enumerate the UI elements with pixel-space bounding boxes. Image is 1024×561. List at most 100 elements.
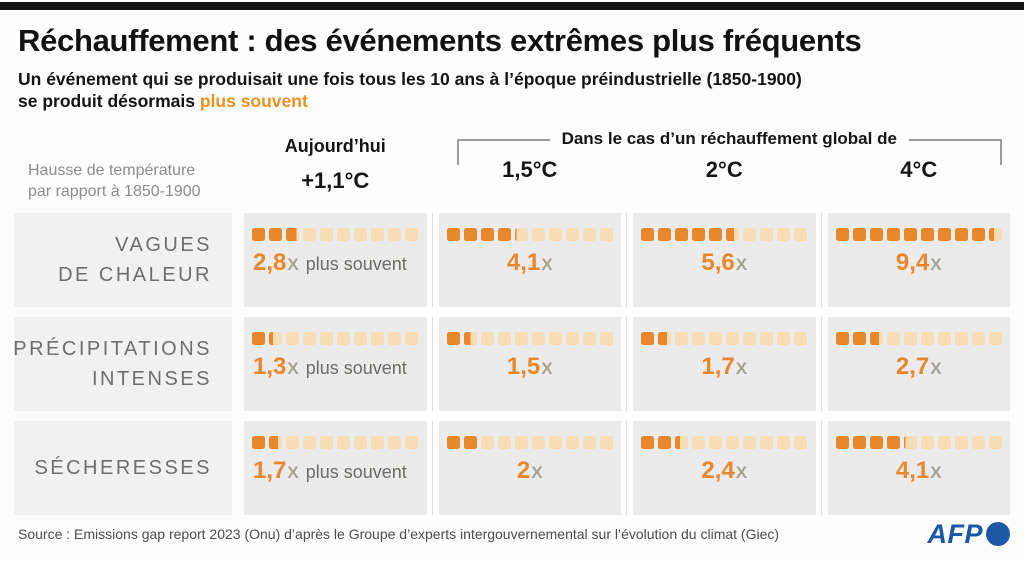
frequency-square [641, 436, 655, 449]
frequency-square [658, 332, 672, 345]
frequency-square [565, 228, 579, 241]
frequency-square [988, 436, 1002, 449]
frequency-square [405, 228, 419, 241]
cell-droughts-today: 1,7X plus souvent [244, 421, 427, 515]
cell-precipitation-2c: 1,7X [626, 317, 816, 411]
frequency-square [869, 332, 883, 345]
frequency-square [480, 436, 494, 449]
frequency-square [726, 228, 740, 241]
frequency-square [582, 332, 596, 345]
frequency-square [565, 436, 579, 449]
page-subtitle: Un événement qui se produisait une fois … [18, 68, 1006, 112]
frequency-square [692, 436, 706, 449]
scenario-temperatures: 1,5°C 2°C 4°C [439, 157, 1011, 183]
frequency-square [971, 436, 985, 449]
frequency-squares [252, 332, 419, 345]
frequency-square [320, 332, 334, 345]
today-temperature: +1,1°C [301, 168, 370, 193]
row-label-droughts: SÉCHERESSES [14, 421, 232, 515]
frequency-square [954, 332, 968, 345]
frequency-square [886, 332, 900, 345]
subtitle-line2-prefix: se produit désormais [18, 91, 200, 111]
scenario-temp-2: 2°C [705, 157, 743, 182]
frequency-square [252, 332, 266, 345]
frequency-square [777, 332, 791, 345]
cell-droughts-1-5c: 2X [431, 421, 621, 515]
frequency-square [709, 332, 723, 345]
frequency-table: VAGUES DE CHALEUR 2,8X plus souvent 4,1X … [0, 213, 1024, 515]
frequency-square [371, 228, 385, 241]
frequency-value: 1,3X plus souvent [253, 353, 407, 380]
frequency-square [658, 436, 672, 449]
frequency-square [599, 332, 613, 345]
frequency-square [988, 332, 1002, 345]
footer: Source : Emissions gap report 2023 (Onu)… [0, 513, 1024, 561]
frequency-square [446, 228, 460, 241]
frequency-squares [252, 436, 419, 449]
frequency-square [303, 228, 317, 241]
frequency-square [852, 332, 866, 345]
frequency-square [760, 332, 774, 345]
frequency-square [920, 436, 934, 449]
frequency-square [582, 436, 596, 449]
frequency-value: 9,4X [895, 249, 942, 276]
frequency-square [405, 436, 419, 449]
afp-logo-globe-icon [986, 522, 1010, 546]
source-text: Source : Emissions gap report 2023 (Onu)… [18, 526, 780, 542]
frequency-squares [835, 332, 1002, 345]
frequency-square [463, 228, 477, 241]
frequency-square [675, 332, 689, 345]
frequency-square [463, 332, 477, 345]
page-title: Réchauffement : des événements extrêmes … [18, 23, 862, 58]
frequency-value: 5,6X [701, 249, 748, 276]
frequency-square [446, 332, 460, 345]
scenario-bracket: Dans le cas d’un réchauffement global de [456, 129, 1002, 165]
frequency-square [794, 332, 808, 345]
frequency-square [354, 436, 368, 449]
frequency-square [709, 228, 723, 241]
frequency-squares [641, 228, 808, 241]
cell-droughts-2c: 2,4X [626, 421, 816, 515]
frequency-square [303, 436, 317, 449]
frequency-squares [641, 332, 808, 345]
frequency-square [286, 228, 300, 241]
column-header-row: Hausse de température par rapport à 1850… [0, 129, 1024, 205]
subtitle-line1: Un événement qui se produisait une fois … [18, 69, 802, 89]
frequency-square [531, 332, 545, 345]
subtitle-highlight: plus souvent [199, 91, 308, 111]
frequency-square [835, 436, 849, 449]
frequency-square [599, 436, 613, 449]
top-black-bar [0, 2, 1024, 10]
frequency-square [903, 332, 917, 345]
frequency-value: 4,1X [506, 249, 553, 276]
frequency-squares [446, 436, 613, 449]
cell-heat-waves-2c: 5,6X [626, 213, 816, 307]
cell-precipitation-1-5c: 1,5X [431, 317, 621, 411]
frequency-square [371, 436, 385, 449]
frequency-square [388, 228, 402, 241]
frequency-value: 2X [516, 457, 543, 484]
frequency-value: 4,1X [895, 457, 942, 484]
frequency-square [286, 332, 300, 345]
frequency-square [937, 228, 951, 241]
frequency-squares [641, 436, 808, 449]
cell-droughts-4c: 4,1X [820, 421, 1010, 515]
row-axis-label: Hausse de température par rapport à 1850… [28, 162, 201, 200]
frequency-square [920, 228, 934, 241]
frequency-square [446, 436, 460, 449]
frequency-square [903, 228, 917, 241]
frequency-square [514, 332, 528, 345]
frequency-value: 2,8X plus souvent [253, 249, 407, 276]
frequency-square [320, 228, 334, 241]
frequency-square [252, 228, 266, 241]
frequency-squares [446, 228, 613, 241]
frequency-square [388, 332, 402, 345]
frequency-square [641, 332, 655, 345]
frequency-square [852, 228, 866, 241]
scenario-header-group: Dans le cas d’un réchauffement global de… [439, 129, 1011, 205]
frequency-square [480, 228, 494, 241]
frequency-square [852, 436, 866, 449]
frequency-square [497, 332, 511, 345]
frequency-square [954, 228, 968, 241]
